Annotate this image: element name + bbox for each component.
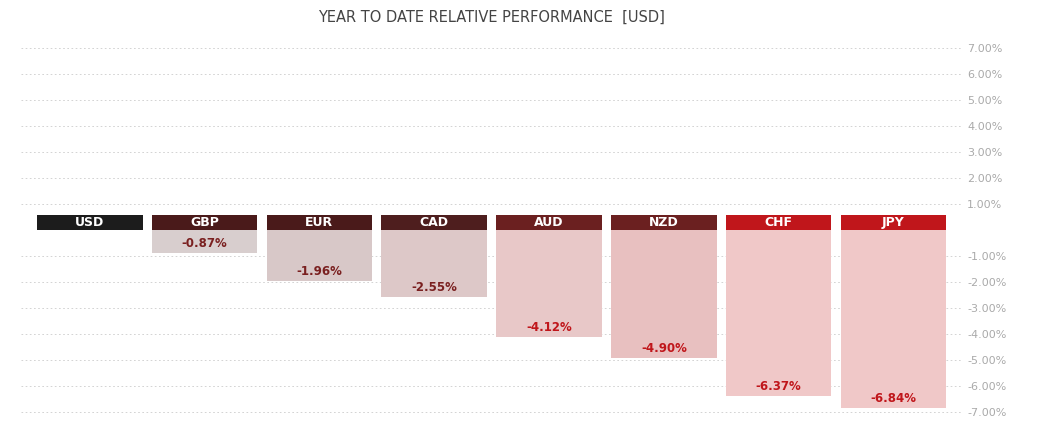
Text: NZD: NZD xyxy=(649,216,679,229)
Bar xyxy=(382,230,487,297)
Bar xyxy=(726,215,832,230)
Bar xyxy=(267,215,372,230)
Bar xyxy=(611,215,717,230)
Text: AUD: AUD xyxy=(535,216,564,229)
Bar xyxy=(152,215,257,230)
Bar xyxy=(611,230,717,358)
Text: JPY: JPY xyxy=(882,216,905,229)
Bar xyxy=(267,230,372,281)
Text: USD: USD xyxy=(75,216,105,229)
Title: YEAR TO DATE RELATIVE PERFORMANCE  [USD]: YEAR TO DATE RELATIVE PERFORMANCE [USD] xyxy=(318,10,665,24)
Text: -2.55%: -2.55% xyxy=(411,280,457,294)
Bar xyxy=(152,230,257,253)
Text: -1.96%: -1.96% xyxy=(296,265,342,278)
Text: -6.37%: -6.37% xyxy=(756,380,801,393)
Text: GBP: GBP xyxy=(190,216,219,229)
Bar xyxy=(726,230,832,396)
Bar xyxy=(37,215,142,230)
Text: CHF: CHF xyxy=(765,216,793,229)
Bar xyxy=(841,215,947,230)
Text: CAD: CAD xyxy=(419,216,449,229)
Text: -0.87%: -0.87% xyxy=(182,237,227,250)
Text: EUR: EUR xyxy=(305,216,334,229)
Text: -6.84%: -6.84% xyxy=(870,392,916,405)
Text: -4.90%: -4.90% xyxy=(641,342,687,354)
Bar xyxy=(841,230,947,408)
Bar xyxy=(496,230,601,338)
Bar xyxy=(496,215,601,230)
Bar xyxy=(382,215,487,230)
Text: -4.12%: -4.12% xyxy=(526,321,572,334)
